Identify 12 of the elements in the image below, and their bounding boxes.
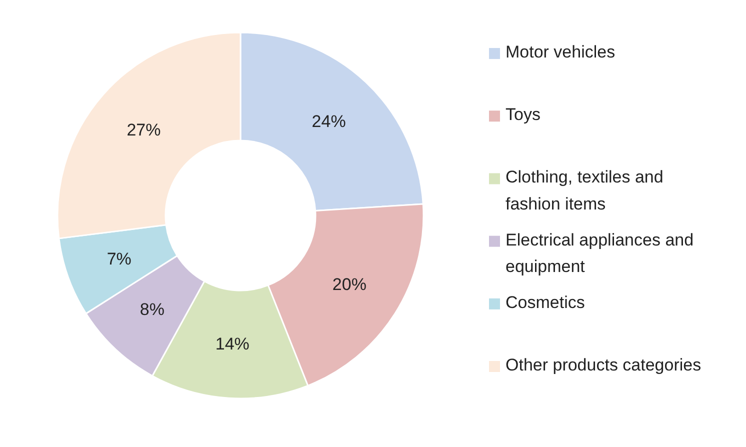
- data-label: 20%: [332, 275, 366, 294]
- legend-label: Toys: [506, 105, 540, 124]
- legend-label: Other products categories: [506, 356, 702, 374]
- data-label: 14%: [215, 334, 250, 354]
- data-label: 8%: [140, 300, 164, 320]
- legend-label: Clothing, textiles and fashion items: [506, 168, 664, 214]
- data-label: 24%: [312, 112, 346, 131]
- data-label: 7%: [106, 250, 132, 269]
- legend-label: Electrical appliances and equipment: [506, 230, 694, 276]
- legend-label: Cosmetics: [506, 292, 585, 312]
- legend-label: Motor vehicles: [506, 42, 616, 62]
- data-label: 27%: [126, 120, 161, 140]
